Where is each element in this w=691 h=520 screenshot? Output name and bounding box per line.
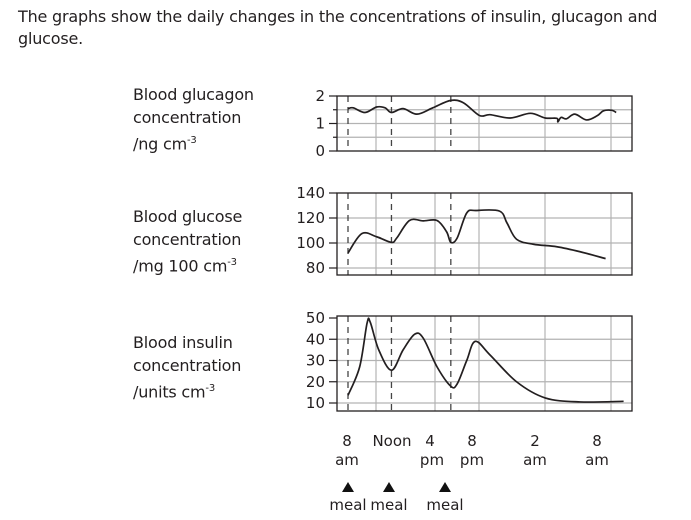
y-tick-label: 50 bbox=[306, 309, 325, 327]
glucose-ylabel: Blood glucose concentration /mg 100 cm-3 bbox=[133, 205, 242, 277]
x-tick-label: 2 bbox=[530, 432, 540, 450]
ylabel-unit: /mg 100 cm-3 bbox=[133, 256, 237, 276]
question-intro: The graphs show the daily changes in the… bbox=[18, 7, 658, 48]
meal-triangle-icon bbox=[383, 482, 395, 492]
plot-frame bbox=[336, 315, 633, 412]
ylabel-line: concentration bbox=[133, 108, 242, 127]
meal-label: meal bbox=[370, 496, 407, 514]
ylabel-line: concentration bbox=[133, 356, 242, 375]
ylabel-line: Blood glucose bbox=[133, 207, 243, 226]
ylabel-unit: /ng cm-3 bbox=[133, 134, 197, 154]
y-tick-label: 140 bbox=[296, 184, 325, 202]
x-tick-unit: am bbox=[335, 451, 359, 469]
y-tick-label: 30 bbox=[306, 352, 325, 370]
x-tick-unit: pm bbox=[460, 451, 484, 469]
x-tick-unit: pm bbox=[420, 451, 444, 469]
x-tick-label: 8 bbox=[467, 432, 477, 450]
x-tick-label: 8 bbox=[342, 432, 352, 450]
ylabel-line: Blood insulin bbox=[133, 333, 233, 352]
x-tick-label: 8 bbox=[592, 432, 602, 450]
meal-triangle-icon bbox=[439, 482, 451, 492]
meal-triangle-icon bbox=[342, 482, 354, 492]
insulin-ylabel: Blood insulin concentration /units cm-3 bbox=[133, 331, 241, 403]
y-tick-label: 1 bbox=[315, 115, 325, 133]
y-tick-label: 120 bbox=[296, 209, 325, 227]
y-tick-label: 0 bbox=[315, 142, 325, 160]
x-tick-unit: am bbox=[523, 451, 547, 469]
y-tick-label: 80 bbox=[306, 259, 325, 277]
y-tick-label: 20 bbox=[306, 373, 325, 391]
meal-label: meal bbox=[329, 496, 366, 514]
x-tick-label: Noon bbox=[372, 432, 411, 450]
y-tick-label: 2 bbox=[315, 87, 325, 105]
glucagon-ylabel: Blood glucagon concentration /ng cm-3 bbox=[133, 83, 254, 155]
ylabel-line: concentration bbox=[133, 230, 242, 249]
y-tick-label: 40 bbox=[306, 330, 325, 348]
insulin-curve bbox=[347, 317, 624, 403]
glucose-curve bbox=[347, 209, 606, 260]
y-tick-label: 100 bbox=[296, 234, 325, 252]
ylabel-unit: /units cm-3 bbox=[133, 382, 215, 402]
x-tick-label: 4 bbox=[425, 432, 435, 450]
glucagon-curve bbox=[347, 99, 617, 123]
plot-frame bbox=[336, 192, 633, 276]
ylabel-line: Blood glucagon bbox=[133, 85, 254, 104]
y-tick-label: 10 bbox=[306, 394, 325, 412]
meal-label: meal bbox=[426, 496, 463, 514]
x-tick-unit: am bbox=[585, 451, 609, 469]
